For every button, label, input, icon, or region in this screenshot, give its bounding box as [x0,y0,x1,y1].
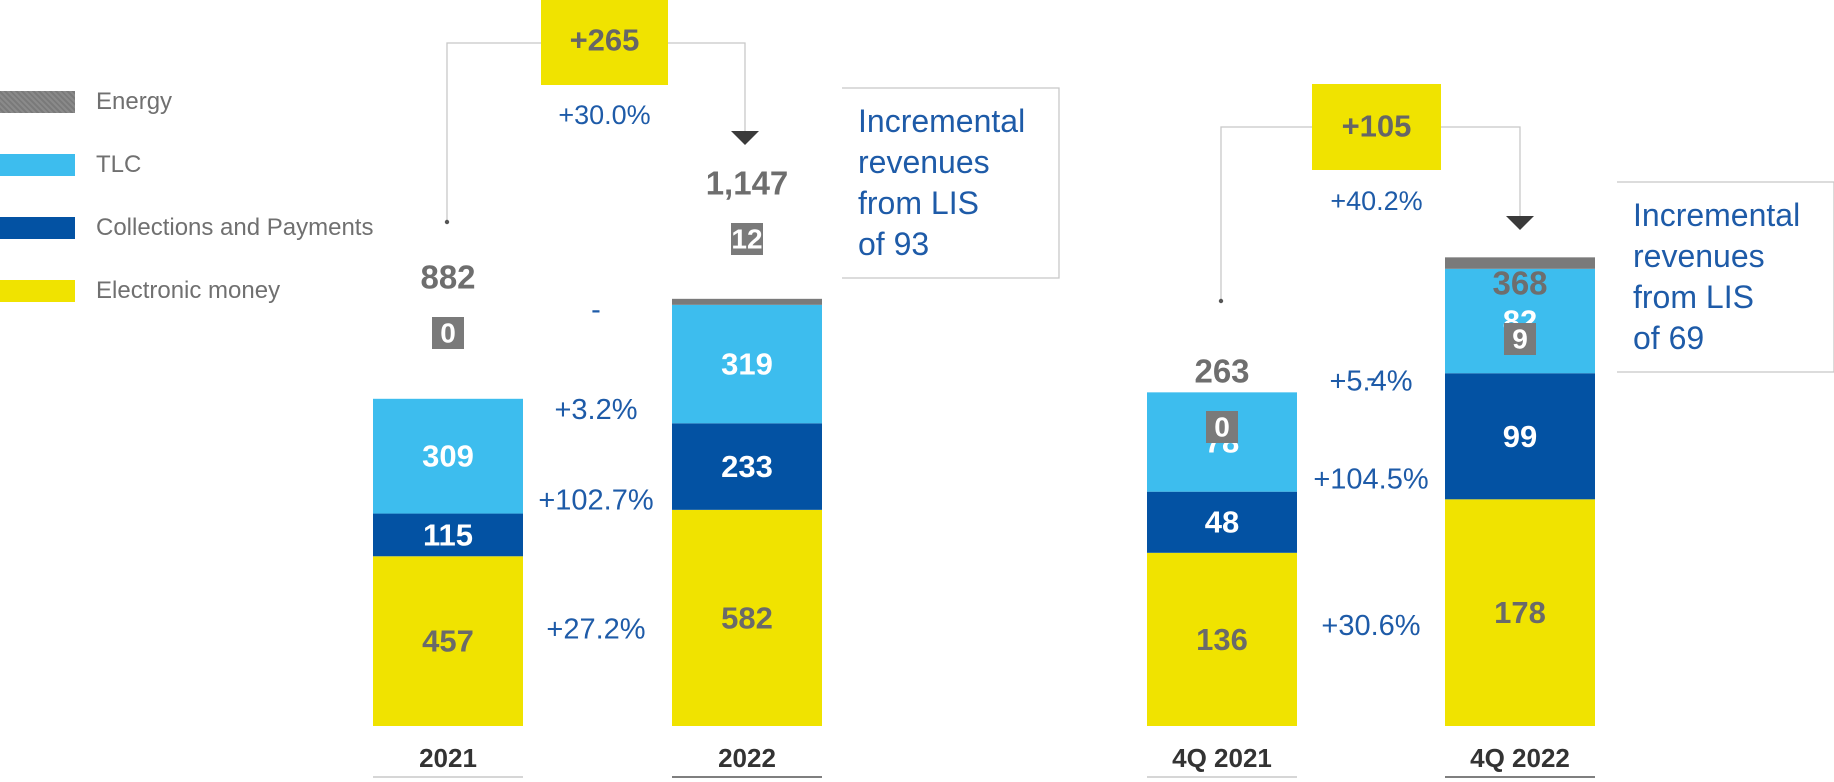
chart-2-bar-4q-2022-tlc [1445,268,1595,374]
legend-item-energy: Energy [0,90,420,114]
chart-2-growth-electronic-money: +30.6% [1321,610,1420,642]
chart-1-label-2021-electronic-money: 457 [422,624,474,659]
chart-2-delta-percent: +40.2% [1330,186,1422,216]
chart-1-bar-2021-tlc [373,398,523,514]
chart-1-energy-tag-2021 [432,317,464,349]
chart-1-growth-electronic-money: +27.2% [546,614,645,646]
chart-1-delta-value: +265 [570,23,640,58]
legend-label-emoney: Electronic money [96,277,281,304]
chart-2-bar-4q-2021-electronic-money [1147,552,1297,726]
chart-2-energy-tag-4q-2022 [1504,323,1536,355]
legend-label-energy: Energy [96,88,173,115]
chart-1-total-2021: 882 [420,259,475,296]
chart-1-growth-tlc: +3.2% [554,394,637,426]
legend-swatch-energy [0,91,75,113]
chart-2-label-4q-2022-energy: 9 [1512,324,1528,355]
chart-2-category-4q-2022: 4Q 2022 [1470,743,1570,773]
chart-1-bracket-start-dot [444,219,450,225]
chart-2-label-4q-2022-collections-and-payments: 99 [1503,419,1537,454]
chart-2-bracket-left-line [1220,126,1312,301]
legend-item-tlc: TLC [0,153,420,177]
chart-1-note-line-3: from LIS [858,185,979,221]
chart-1-label-2021-energy: 0 [440,318,456,349]
chart-2-bar-4q-2021-collections-and-payments [1147,491,1297,553]
chart-1-total-2022: 1,147 [706,165,789,202]
chart-1-bracket-right-line [668,42,746,133]
chart-1-bar-2022-electronic-money [672,509,822,726]
chart-1-label-2021-tlc: 309 [422,439,474,474]
chart-1-bar-2022-energy [672,298,822,305]
chart-2-bracket-right-line [1441,126,1521,218]
chart-2-note-line-2: revenues [1633,238,1765,274]
chart-1-bar-2022-tlc [672,304,822,424]
legend-swatch-collections [0,217,75,239]
chart-1-bracket-arrow [731,131,759,145]
chart-1-delta-percent: +30.0% [558,100,650,130]
chart-1-delta-box [541,0,668,85]
chart-1-label-2022-tlc: 319 [721,347,773,382]
legend-swatch-emoney [0,280,75,302]
chart-1-bar-2022-collections-and-payments [672,423,822,510]
chart-2-bracket-start-dot [1218,298,1224,304]
chart-1-note-frame [842,87,1060,279]
chart-1-growth-energy: - [591,294,601,326]
chart-2-total-4q-2022: 368 [1492,265,1547,302]
chart-1-label-2021-collections-and-payments: 115 [423,517,473,552]
chart-1-label-2022-electronic-money: 582 [721,600,773,635]
chart-2-growth-collections-and-payments: +104.5% [1313,463,1428,495]
chart-1-note-line-1: Incremental [858,103,1025,139]
chart-2-note-line-3: from LIS [1633,279,1754,315]
legend-swatch-tlc [0,154,75,176]
chart-1-energy-tag-2022 [731,223,763,255]
legend-item-collections: Collections and Payments [0,216,420,240]
chart-1-bar-2021-collections-and-payments [373,513,523,557]
chart-2-label-4q-2021-energy: 0 [1214,412,1230,443]
chart-2-bracket-arrow [1506,216,1534,230]
legend-label-collections: Collections and Payments [96,214,374,241]
chart-1-category-2022: 2022 [718,743,776,773]
chart-2-delta-value: +105 [1342,109,1412,144]
chart-2-bar-4q-2022-collections-and-payments [1445,373,1595,500]
chart-1-label-2022-energy: 12 [731,224,762,255]
chart-2-note-line-1: Incremental [1633,197,1800,233]
chart-2-bar-4q-2022-energy [1445,257,1595,269]
chart-1-label-2022-collections-and-payments: 233 [721,449,773,484]
chart-2-delta-box [1312,84,1441,170]
chart-2-label-4q-2022-electronic-money: 178 [1494,595,1546,630]
chart-2-note-line-4: of 69 [1633,320,1704,356]
chart-2-growth-tlc: +5.4% [1329,366,1412,398]
chart-2-bar-4q-2022-electronic-money [1445,499,1595,726]
chart-1-growth-collections-and-payments: +102.7% [538,485,653,517]
chart-1-note-line-2: revenues [858,144,990,180]
chart-2-growth-energy: - [1366,362,1376,394]
chart-2-label-4q-2021-collections-and-payments: 48 [1205,505,1239,540]
chart-2-energy-tag-4q-2021 [1206,411,1238,443]
legend-item-emoney: Electronic money [0,279,420,303]
chart-1-note-line-4: of 93 [858,226,929,262]
legend-label-tlc: TLC [96,151,142,178]
chart-1-bracket-left-line [446,42,541,222]
chart-1-category-2021: 2021 [419,743,477,773]
chart-2-note-frame [1617,181,1834,373]
chart-2-total-4q-2021: 263 [1194,353,1249,390]
chart-2-category-4q-2021: 4Q 2021 [1172,743,1272,773]
chart-1-bar-2021-electronic-money [373,556,523,726]
chart-2-label-4q-2021-electronic-money: 136 [1196,622,1248,657]
